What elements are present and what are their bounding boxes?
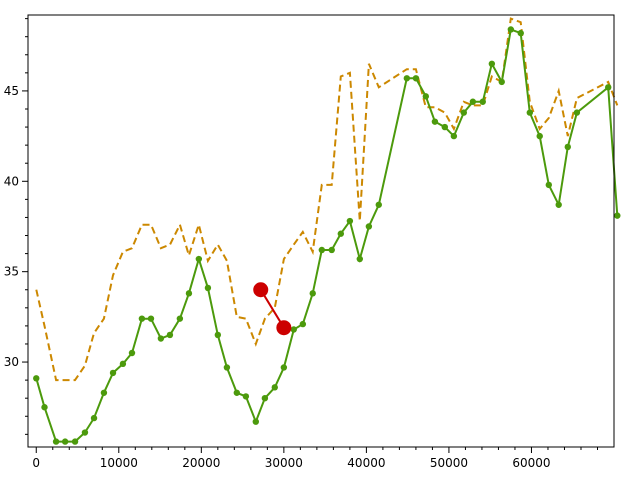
series-solid-point — [309, 290, 316, 297]
series-solid-point — [507, 26, 515, 33]
series-solid-point — [412, 75, 420, 82]
series-solid-point — [280, 364, 288, 371]
series-solid-point — [261, 394, 269, 402]
series-solid-point — [564, 143, 571, 151]
y-tick-label: 45 — [4, 84, 19, 98]
series-solid-point — [52, 438, 60, 445]
series-solid-point — [536, 132, 543, 140]
series-solid-point — [252, 418, 259, 425]
x-tick-label: 0 — [32, 456, 40, 470]
highlight-point — [276, 320, 292, 336]
series-solid-point — [365, 223, 373, 230]
series-solid-point — [90, 414, 98, 422]
x-tick-label: 30000 — [265, 456, 303, 470]
series-solid-point — [450, 132, 458, 140]
series-solid-point — [147, 315, 155, 322]
series-solid-point — [176, 315, 184, 322]
series-solid-point — [431, 118, 439, 125]
series-solid-point — [356, 255, 363, 263]
series-solid-point — [271, 384, 278, 391]
x-tick-label: 10000 — [100, 456, 138, 470]
series-solid-point — [526, 109, 534, 116]
x-tick-label: 20000 — [182, 456, 220, 470]
series-solid-point — [403, 75, 411, 82]
series-solid-point — [517, 29, 524, 37]
series-solid-point — [614, 212, 621, 219]
series-solid-point — [71, 438, 79, 445]
series-solid-point — [242, 393, 250, 400]
axes-layer: 0 10000 20000 30000 40000 50000 60000 30 35 40 45 — [4, 18, 598, 470]
series-solid-point — [299, 320, 307, 328]
series-solid-point — [185, 290, 193, 297]
series-solid-point — [214, 331, 222, 339]
series-solid-point — [469, 98, 477, 105]
series-solid-point — [545, 181, 552, 189]
series-solid-point — [441, 123, 449, 131]
series-solid-point — [498, 78, 505, 86]
x-tick-label: 50000 — [430, 456, 468, 470]
series-solid-point — [61, 438, 69, 445]
series-solid-point — [100, 389, 108, 396]
y-tick-label: 40 — [4, 174, 19, 188]
series-solid-point — [375, 201, 382, 208]
series-solid-point — [33, 375, 40, 382]
series-solid-point — [119, 360, 127, 368]
series-solid-line — [35, 28, 619, 443]
series-solid-point — [488, 60, 496, 68]
series-solid-point — [81, 429, 89, 436]
series-solid-point — [41, 404, 48, 411]
series-solid-point — [128, 349, 136, 357]
series-solid-point — [157, 335, 165, 342]
series-solid-point — [479, 98, 486, 105]
y-tick-label: 30 — [4, 355, 19, 369]
series-solid-point — [109, 369, 117, 377]
series-solid-point — [290, 326, 297, 333]
series-solid-point — [233, 389, 241, 396]
highlight-point — [253, 282, 269, 298]
x-tick-label: 40000 — [347, 456, 385, 470]
series-solid-point — [460, 109, 467, 116]
plot-frame — [27, 14, 615, 448]
series-solid-point — [223, 364, 231, 371]
series-solid-point — [605, 84, 612, 91]
x-tick-label: 60000 — [512, 456, 550, 470]
series-solid-point — [573, 109, 581, 116]
series-solid-point — [166, 331, 174, 339]
series-solid-point — [555, 201, 562, 208]
series-solid-point — [422, 93, 430, 100]
series-layer — [33, 17, 621, 445]
series-solid-point — [138, 315, 146, 322]
series-solid-point — [346, 217, 354, 225]
series-solid-point — [337, 230, 345, 237]
series-solid-point — [204, 284, 212, 292]
y-tick-label: 35 — [4, 265, 19, 279]
series-solid-point — [195, 255, 203, 263]
series-solid-point — [318, 246, 326, 254]
series-solid-point — [328, 246, 335, 254]
